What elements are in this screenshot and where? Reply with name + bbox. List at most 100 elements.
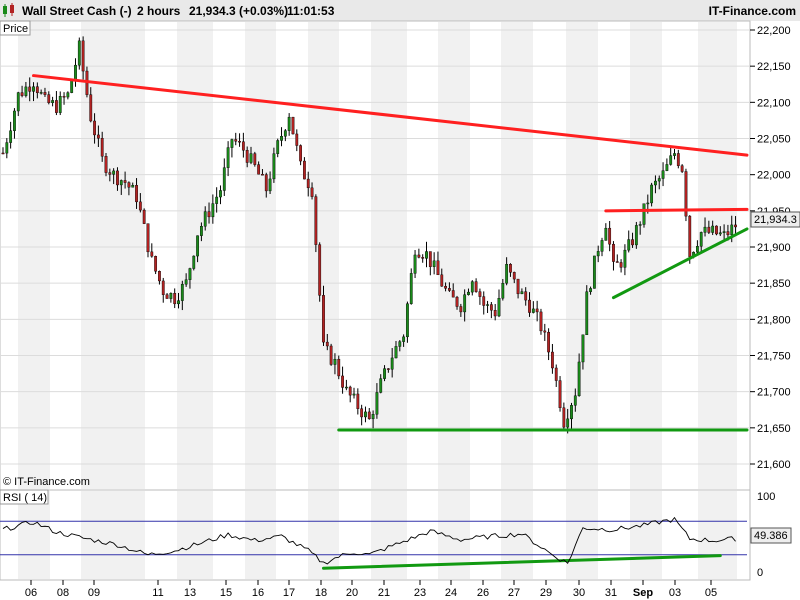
candle-body	[600, 240, 604, 252]
grid-lines	[0, 29, 750, 556]
clock: 11:01:53	[287, 4, 335, 18]
candle-body	[661, 170, 665, 179]
candle-body	[406, 303, 409, 338]
rsi-panel-frame	[0, 489, 751, 581]
candle-body	[58, 96, 62, 113]
candle-body	[467, 291, 470, 295]
x-tick-label: Sep	[633, 587, 653, 599]
x-tick-label: 11	[152, 587, 163, 599]
rsi-label-box	[0, 489, 49, 505]
trendline-rsi-rising	[321, 554, 722, 570]
candle-body	[165, 294, 169, 299]
candle-body	[142, 209, 146, 224]
candle-body	[581, 334, 585, 363]
candle-body	[673, 153, 676, 156]
candle-body	[344, 386, 348, 389]
candle-body	[348, 386, 352, 396]
candle-body	[341, 375, 344, 388]
y-tick-label: 21,600	[757, 459, 791, 471]
candle-body	[654, 180, 657, 186]
candle-body	[539, 311, 543, 332]
day-band	[371, 22, 407, 489]
last-price-tag	[750, 211, 800, 228]
price-label-box	[0, 20, 31, 36]
candle-body	[192, 255, 196, 269]
day-band	[698, 22, 737, 489]
candle-body	[547, 331, 551, 353]
rsi-line	[2, 516, 736, 565]
y-tick-label: 21,750	[757, 351, 791, 363]
day-band	[177, 491, 213, 579]
day-band	[81, 491, 145, 579]
day-band	[438, 22, 470, 489]
candle-body	[417, 254, 421, 258]
candle-body	[497, 298, 501, 317]
candle-body	[219, 190, 222, 198]
candle-body	[108, 172, 112, 175]
x-tick-label: 15	[220, 587, 232, 599]
candle-body	[680, 165, 684, 172]
rsi-last-value: 49.386	[754, 530, 788, 542]
candle-body	[428, 251, 432, 267]
candle-body	[451, 290, 455, 298]
candle-body	[623, 249, 627, 268]
candle-body	[383, 368, 386, 379]
candle-body	[470, 281, 474, 293]
candle-body	[436, 260, 440, 276]
candle-body	[402, 336, 406, 342]
day-band	[177, 22, 213, 489]
candle-body	[325, 341, 329, 347]
candle-body	[676, 153, 680, 166]
candle-body	[646, 202, 650, 205]
candle-body	[207, 211, 211, 218]
candle-body	[196, 235, 199, 257]
candle-body	[77, 40, 81, 66]
candle-body	[230, 139, 234, 148]
candle-body	[62, 96, 66, 98]
candle-body	[150, 251, 154, 257]
day-band	[308, 491, 339, 579]
day-band	[308, 22, 339, 489]
day-band	[501, 22, 533, 489]
x-tick-label: 27	[508, 587, 520, 599]
candle-body	[280, 136, 283, 141]
candle-body	[329, 345, 333, 365]
candle-body	[93, 120, 96, 136]
candle-body	[226, 147, 230, 168]
candle-body	[13, 110, 16, 131]
candle-body	[215, 196, 219, 204]
candle-body	[474, 281, 478, 292]
candle-body	[375, 392, 379, 415]
candle-body	[612, 243, 615, 262]
candle-body	[478, 291, 482, 297]
candle-body	[127, 182, 131, 188]
x-tick-label: 05	[705, 587, 717, 599]
candle-body	[734, 224, 737, 228]
x-tick-label: 21	[378, 587, 390, 599]
candle-body	[16, 92, 20, 112]
candle-body	[253, 153, 257, 165]
y-tick-label: 22,000	[757, 170, 791, 182]
candle-body	[699, 232, 703, 247]
candle-body	[551, 351, 554, 369]
candle-body	[421, 257, 425, 259]
y-axis-ticks: 22,20022,15022,10022,05022,00021,95021,9…	[750, 25, 791, 471]
candle-body	[558, 380, 562, 409]
y-tick-label: 22,150	[757, 61, 791, 73]
candle-body	[261, 174, 264, 176]
candle-body	[333, 358, 337, 365]
candle-body	[100, 138, 104, 157]
candle-body	[20, 92, 24, 96]
candle-body	[55, 100, 58, 113]
candle-body	[245, 150, 249, 163]
day-band	[630, 491, 662, 579]
candle-body	[169, 293, 173, 299]
candle-body	[665, 164, 669, 171]
day-band	[18, 491, 50, 579]
candle-body	[730, 224, 734, 236]
candle-body	[448, 288, 451, 291]
day-band	[630, 22, 662, 489]
candle-body	[352, 393, 356, 396]
candle-body	[203, 211, 207, 227]
candle-body	[39, 92, 43, 94]
